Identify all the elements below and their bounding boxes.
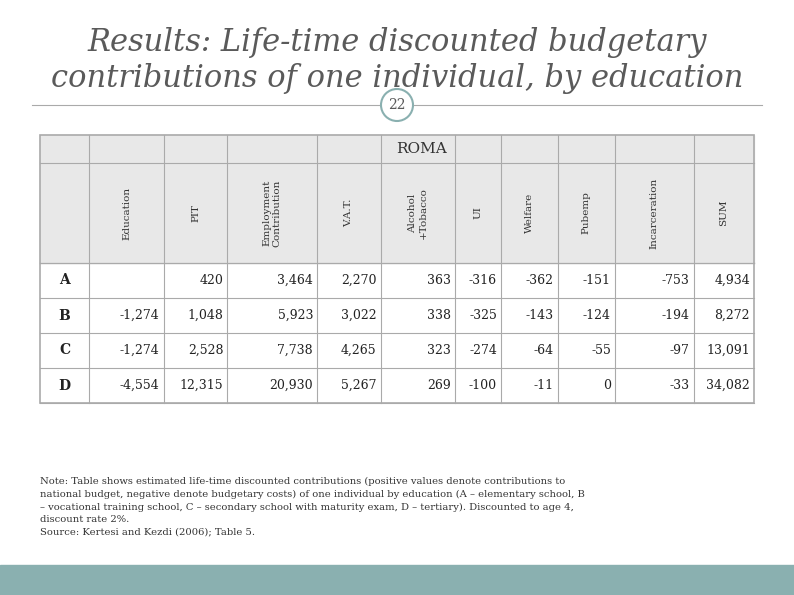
Text: 22: 22 — [388, 98, 406, 112]
Text: -33: -33 — [669, 379, 690, 392]
Text: 4,934: 4,934 — [715, 274, 750, 287]
Text: -1,274: -1,274 — [120, 309, 160, 322]
Text: 2,528: 2,528 — [187, 344, 223, 357]
Bar — [40, 298, 754, 333]
Bar — [40, 263, 754, 298]
Text: -11: -11 — [534, 379, 554, 392]
Text: A: A — [60, 274, 70, 287]
Text: -97: -97 — [670, 344, 690, 357]
Bar — [615, 163, 694, 263]
Text: -4,554: -4,554 — [120, 379, 160, 392]
Text: -124: -124 — [583, 309, 611, 322]
Text: -274: -274 — [469, 344, 497, 357]
Text: 7,738: 7,738 — [277, 344, 313, 357]
Text: Welfare: Welfare — [525, 193, 534, 233]
Text: 5,267: 5,267 — [341, 379, 376, 392]
Text: 13,091: 13,091 — [706, 344, 750, 357]
Text: 8,272: 8,272 — [715, 309, 750, 322]
Bar — [694, 163, 754, 263]
Bar — [40, 163, 89, 263]
Bar — [164, 163, 227, 263]
Bar — [40, 135, 754, 163]
Bar — [0, 565, 794, 595]
Text: Results: Life-time discounted budgetary: Results: Life-time discounted budgetary — [87, 27, 707, 58]
Text: 4,265: 4,265 — [341, 344, 376, 357]
Text: 5,923: 5,923 — [278, 309, 313, 322]
Text: Employment
Contribution: Employment Contribution — [263, 179, 282, 247]
Text: 3,464: 3,464 — [277, 274, 313, 287]
Text: UI: UI — [473, 206, 483, 220]
Text: -151: -151 — [583, 274, 611, 287]
Bar — [40, 368, 754, 403]
Bar — [558, 163, 615, 263]
Text: V.A.T.: V.A.T. — [345, 199, 353, 227]
Text: 2,270: 2,270 — [341, 274, 376, 287]
Text: -100: -100 — [469, 379, 497, 392]
Text: -64: -64 — [534, 344, 554, 357]
Text: 34,082: 34,082 — [706, 379, 750, 392]
Text: 363: 363 — [427, 274, 451, 287]
Text: Incarceration: Incarceration — [649, 177, 659, 249]
Bar — [501, 163, 558, 263]
Text: -194: -194 — [661, 309, 690, 322]
Text: 12,315: 12,315 — [179, 379, 223, 392]
Text: C: C — [59, 343, 70, 358]
Text: Alcohol
+Tobacco: Alcohol +Tobacco — [408, 187, 427, 239]
Bar — [455, 163, 501, 263]
Text: 338: 338 — [427, 309, 451, 322]
Text: D: D — [59, 378, 71, 393]
Text: -143: -143 — [526, 309, 554, 322]
Text: 0: 0 — [603, 379, 611, 392]
Text: 3,022: 3,022 — [341, 309, 376, 322]
Text: 1,048: 1,048 — [187, 309, 223, 322]
Text: PIT: PIT — [191, 204, 200, 222]
Text: 323: 323 — [427, 344, 451, 357]
Bar — [40, 135, 754, 403]
Text: Pubemp: Pubemp — [582, 192, 591, 234]
Bar — [380, 163, 455, 263]
Text: Education: Education — [122, 186, 131, 240]
Circle shape — [381, 89, 413, 121]
Text: ROMA: ROMA — [396, 142, 447, 156]
Text: -316: -316 — [469, 274, 497, 287]
Bar — [89, 163, 164, 263]
Text: -1,274: -1,274 — [120, 344, 160, 357]
Text: -362: -362 — [526, 274, 554, 287]
Text: -753: -753 — [662, 274, 690, 287]
Bar — [227, 163, 317, 263]
Text: 420: 420 — [199, 274, 223, 287]
Text: SUM: SUM — [719, 200, 728, 226]
Bar — [317, 163, 380, 263]
Text: -55: -55 — [591, 344, 611, 357]
Text: contributions of one individual, by education: contributions of one individual, by educ… — [51, 64, 743, 95]
Text: 269: 269 — [427, 379, 451, 392]
Text: Note: Table shows estimated life-time discounted contributions (positive values : Note: Table shows estimated life-time di… — [40, 477, 585, 537]
Text: -325: -325 — [469, 309, 497, 322]
Text: 20,930: 20,930 — [269, 379, 313, 392]
Text: B: B — [59, 308, 71, 322]
Bar — [40, 333, 754, 368]
